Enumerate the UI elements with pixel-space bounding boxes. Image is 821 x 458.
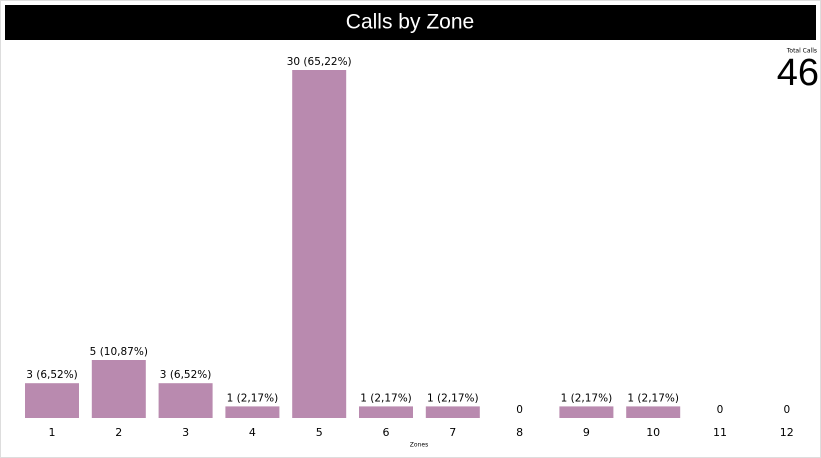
total-value: 46 (777, 52, 819, 94)
x-tick-label: 7 (449, 426, 456, 439)
bar (559, 406, 614, 418)
bar (91, 360, 146, 418)
bar (225, 406, 280, 418)
x-tick-label: 12 (780, 426, 794, 439)
value-label: 3 (6,52%) (160, 369, 212, 381)
bar (292, 70, 347, 418)
bar (425, 406, 480, 418)
x-tick-label: 10 (646, 426, 660, 439)
value-label: 1 (2,17%) (360, 392, 412, 404)
value-label: 1 (2,17%) (561, 392, 613, 404)
x-tick-label: 1 (49, 426, 56, 439)
x-tick-label: 11 (713, 426, 727, 439)
title-bar (5, 5, 816, 40)
x-tick-label: 3 (182, 426, 189, 439)
value-label: 1 (2,17%) (627, 392, 679, 404)
value-label: 5 (10,87%) (90, 346, 148, 358)
x-tick-label: 4 (249, 426, 256, 439)
value-label: 0 (516, 404, 523, 416)
x-tick-label: 8 (516, 426, 523, 439)
bar (25, 383, 79, 418)
x-tick-label: 2 (115, 426, 122, 439)
x-axis-label: Zones (410, 442, 428, 449)
bar (158, 383, 213, 418)
value-label: 1 (2,17%) (427, 392, 479, 404)
value-label: 0 (717, 404, 724, 416)
x-tick-label: 9 (583, 426, 590, 439)
x-tick-label: 5 (316, 426, 323, 439)
value-label: 0 (783, 404, 790, 416)
bar (359, 406, 413, 418)
value-label: 30 (65,22%) (287, 56, 352, 68)
value-label: 1 (2,17%) (227, 392, 279, 404)
total-label: Total Calls (786, 48, 817, 55)
chart-title: Calls by Zone (346, 11, 474, 34)
x-tick-label: 6 (383, 426, 390, 439)
bar (626, 406, 681, 418)
value-label: 3 (6,52%) (26, 369, 78, 381)
